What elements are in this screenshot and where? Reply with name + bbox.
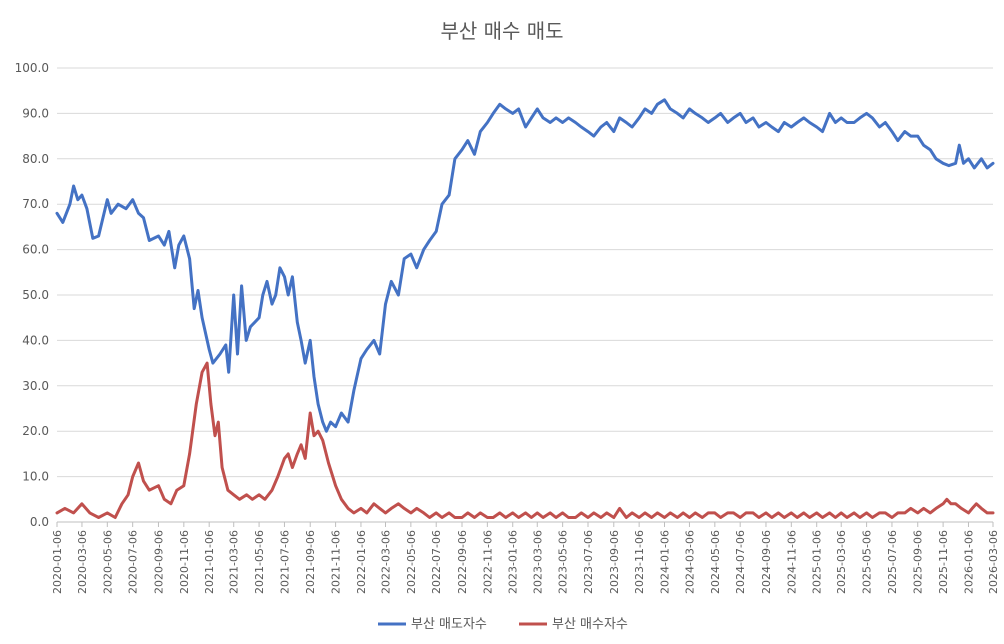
x-tick-label: 2022-03-06 [379,530,392,594]
legend-label-2: 부산 매수자수 [552,617,628,632]
x-tick-label: 2022-07-06 [430,530,443,594]
x-axis: 2020-01-06 2020-03-06 2020-05-06 2020-07-06… [51,521,1000,594]
x-tick-label: 2021-09-06 [304,530,317,594]
x-tick-label: 2023-09-06 [608,530,621,594]
x-tick-label: 2026-01-06 [962,530,975,594]
x-tick-label: 2026-03-06 [987,530,1000,594]
series-line-2 [55,361,995,519]
x-tick-label: 2022-11-06 [481,530,494,594]
x-tick-label: 2020-05-06 [101,530,114,594]
legend-label-1: 부산 매도자수 [411,617,487,632]
x-tick-label: 2025-03-06 [835,530,848,594]
x-tick-label: 2024-09-06 [760,530,773,594]
x-tick-label: 2020-01-06 [51,530,64,594]
y-tick-label: 80.0 [22,152,49,166]
x-tick-label: 2024-03-06 [683,530,696,594]
y-tick-label: 70.0 [22,197,49,211]
x-tick-label: 2023-01-06 [507,530,520,594]
legend: 부산 매도자수 부산 매수자수 [378,617,628,632]
y-axis: 0.0 10.0 20.0 30.0 40.0 50.0 60.0 70.0 80.0 90.0 1… [15,61,49,529]
x-tick-label: 2022-05-06 [405,530,418,594]
y-tick-label: 10.0 [22,470,49,484]
x-tick-label: 2025-11-06 [937,530,950,594]
x-tick-label: 2021-07-06 [278,530,291,594]
series-lines [55,98,995,519]
x-tick-label: 2023-05-06 [557,530,570,594]
y-tick-label: 0.0 [30,515,49,529]
x-tick-label: 2023-03-06 [531,530,544,594]
x-tick-label: 2022-01-06 [355,530,368,594]
chart-title: 부산 매수 매도 [440,19,563,43]
y-tick-label: 90.0 [22,106,49,120]
x-tick-label: 2025-05-06 [861,530,874,594]
series-line-1 [55,98,995,433]
x-tick-label: 2020-11-06 [178,530,191,594]
x-tick-label: 2021-05-06 [253,530,266,594]
x-tick-label: 2025-07-06 [886,530,899,594]
x-tick-label: 2021-01-06 [203,530,216,594]
x-tick-label: 2020-07-06 [127,530,140,594]
x-tick-label: 2022-09-06 [456,530,469,594]
x-tick-label: 2021-03-06 [228,530,241,594]
x-tick-label: 2021-11-06 [330,530,343,594]
x-tick-label: 2024-11-06 [785,530,798,594]
x-tick-label: 2024-07-06 [734,530,747,594]
x-tick-label: 2025-01-06 [811,530,824,594]
x-tick-label: 2024-01-06 [659,530,672,594]
y-tick-label: 30.0 [22,379,49,393]
y-tick-label: 20.0 [22,424,49,438]
y-tick-label: 50.0 [22,288,49,302]
y-tick-label: 60.0 [22,243,49,257]
y-tick-label: 100.0 [15,61,49,75]
x-tick-label: 2020-03-06 [76,530,89,594]
x-tick-label: 2025-09-06 [912,530,925,594]
y-tick-label: 40.0 [22,333,49,347]
x-tick-label: 2023-11-06 [633,530,646,594]
x-tick-label: 2024-05-06 [709,530,722,594]
x-tick-label: 2020-09-06 [152,530,165,594]
x-tick-label: 2023-07-06 [582,530,595,594]
